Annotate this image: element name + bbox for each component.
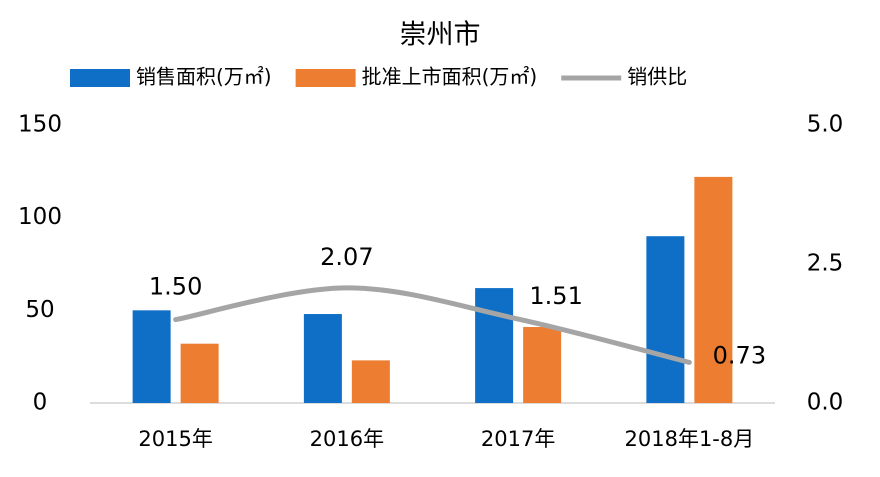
y-tick-label: 150 [18,112,62,138]
y2-tick-label: 2.5 [807,251,844,277]
legend-swatch [70,69,130,87]
bar [694,176,733,403]
bar [180,343,219,403]
bar [475,288,514,403]
data-label: 1.50 [149,273,202,301]
data-label: 1.51 [529,282,582,310]
legend-label: 销供比 [627,65,687,89]
bar [351,360,390,403]
legend-swatch [295,69,356,87]
x-tick-label: 2018年1-8月 [625,427,755,451]
line [173,285,692,365]
y-tick-label: 0 [33,390,48,416]
y-tick-label: 100 [18,204,62,230]
bar [303,314,342,403]
x-tick-label: 2015年 [138,427,212,451]
data-label: 2.07 [320,243,373,271]
bar [646,236,685,403]
chart-title: 崇州市 [400,20,481,51]
x-tick-label: 2016年 [310,427,384,451]
y-tick-label: 50 [25,297,54,323]
x-tick-label: 2017年 [481,427,555,451]
legend-label: 销售面积(万㎡) [136,65,272,89]
legend-label: 批准上市面积(万㎡) [362,65,538,89]
data-label: 0.73 [713,341,766,369]
y2-tick-label: 5.0 [807,112,844,138]
bar [523,327,562,403]
y2-tick-label: 0.0 [807,390,844,416]
bar [132,310,171,403]
